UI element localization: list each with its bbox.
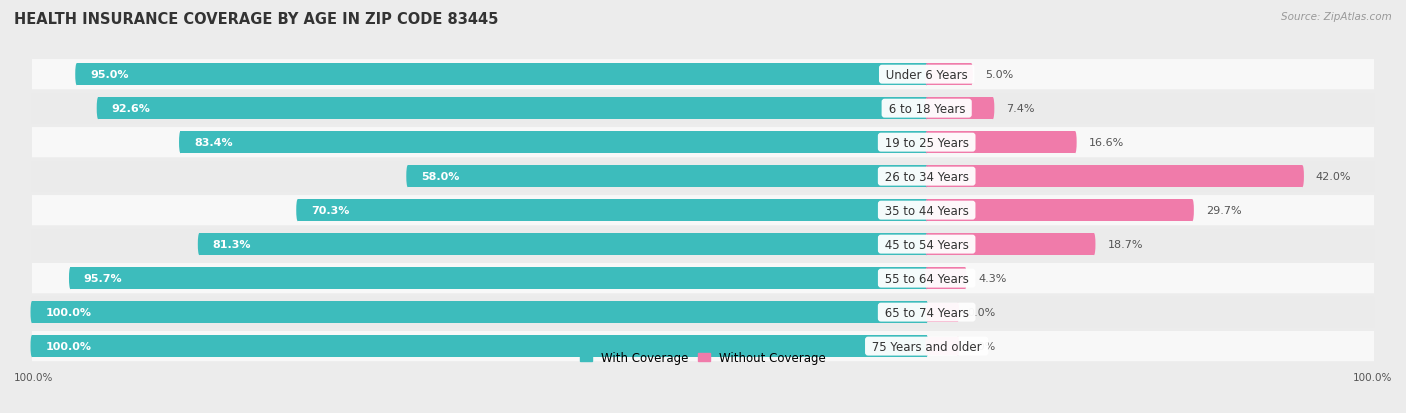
Bar — [298, 199, 927, 222]
Text: 26 to 34 Years: 26 to 34 Years — [880, 170, 973, 183]
Ellipse shape — [925, 303, 928, 322]
FancyBboxPatch shape — [32, 230, 1374, 260]
Ellipse shape — [406, 166, 409, 188]
Bar — [32, 301, 927, 323]
Text: 70.3%: 70.3% — [311, 206, 350, 216]
Text: 100.0%: 100.0% — [14, 372, 53, 382]
Ellipse shape — [31, 335, 34, 357]
Text: 29.7%: 29.7% — [1206, 206, 1241, 216]
Text: 7.4%: 7.4% — [1007, 104, 1035, 114]
Ellipse shape — [925, 132, 928, 154]
FancyBboxPatch shape — [32, 331, 1374, 361]
Ellipse shape — [97, 98, 100, 120]
Ellipse shape — [1092, 233, 1095, 256]
FancyBboxPatch shape — [32, 195, 1374, 226]
Bar — [180, 132, 927, 154]
Bar — [927, 303, 957, 322]
Ellipse shape — [963, 268, 966, 290]
Ellipse shape — [179, 132, 181, 154]
Ellipse shape — [925, 268, 928, 290]
FancyBboxPatch shape — [32, 128, 1374, 158]
Text: 35 to 44 Years: 35 to 44 Years — [882, 204, 973, 217]
Bar — [927, 337, 957, 356]
Text: 18.7%: 18.7% — [1108, 240, 1143, 249]
Text: 42.0%: 42.0% — [1316, 172, 1351, 182]
FancyBboxPatch shape — [32, 263, 1374, 294]
Bar — [408, 166, 927, 188]
Text: 100.0%: 100.0% — [1353, 372, 1392, 382]
Ellipse shape — [956, 337, 959, 356]
Text: 19 to 25 Years: 19 to 25 Years — [880, 136, 973, 149]
Text: 55 to 64 Years: 55 to 64 Years — [882, 272, 973, 285]
Bar — [927, 64, 972, 86]
Ellipse shape — [925, 335, 928, 357]
Ellipse shape — [970, 64, 973, 86]
Ellipse shape — [31, 301, 34, 323]
Ellipse shape — [297, 199, 299, 222]
Ellipse shape — [925, 268, 928, 290]
Text: 65 to 74 Years: 65 to 74 Years — [880, 306, 973, 319]
Ellipse shape — [991, 98, 994, 120]
Text: 58.0%: 58.0% — [422, 172, 460, 182]
Ellipse shape — [925, 199, 928, 222]
Text: 95.0%: 95.0% — [90, 70, 128, 80]
Text: 92.6%: 92.6% — [111, 104, 150, 114]
Text: 0.0%: 0.0% — [967, 307, 995, 317]
Ellipse shape — [198, 233, 201, 256]
Ellipse shape — [925, 166, 928, 188]
Text: 4.3%: 4.3% — [979, 273, 1007, 283]
Ellipse shape — [1301, 166, 1303, 188]
Legend: With Coverage, Without Coverage: With Coverage, Without Coverage — [575, 347, 831, 369]
Ellipse shape — [925, 166, 928, 188]
Text: 45 to 54 Years: 45 to 54 Years — [882, 238, 973, 251]
Text: 5.0%: 5.0% — [984, 70, 1014, 80]
Ellipse shape — [1191, 199, 1194, 222]
Text: HEALTH INSURANCE COVERAGE BY AGE IN ZIP CODE 83445: HEALTH INSURANCE COVERAGE BY AGE IN ZIP … — [14, 12, 499, 27]
FancyBboxPatch shape — [32, 297, 1374, 328]
Text: 81.3%: 81.3% — [212, 240, 252, 249]
FancyBboxPatch shape — [32, 161, 1374, 192]
Ellipse shape — [925, 337, 928, 356]
Text: 0.0%: 0.0% — [967, 341, 995, 351]
FancyBboxPatch shape — [32, 60, 1374, 90]
Ellipse shape — [925, 98, 928, 120]
Ellipse shape — [925, 233, 928, 256]
Bar — [927, 166, 1302, 188]
Text: 100.0%: 100.0% — [45, 341, 91, 351]
Bar — [98, 98, 927, 120]
Bar — [927, 233, 1094, 256]
Bar — [927, 132, 1076, 154]
Bar — [77, 64, 927, 86]
Ellipse shape — [956, 303, 959, 322]
Text: 75 Years and older: 75 Years and older — [868, 340, 986, 353]
Bar — [927, 268, 965, 290]
FancyBboxPatch shape — [32, 94, 1374, 124]
Text: 16.6%: 16.6% — [1088, 138, 1123, 148]
Text: Under 6 Years: Under 6 Years — [882, 69, 972, 81]
Text: 100.0%: 100.0% — [45, 307, 91, 317]
Bar — [200, 233, 927, 256]
Text: 6 to 18 Years: 6 to 18 Years — [884, 102, 969, 115]
Bar — [32, 335, 927, 357]
Ellipse shape — [925, 132, 928, 154]
Bar — [927, 98, 993, 120]
Ellipse shape — [69, 268, 72, 290]
Bar — [927, 199, 1192, 222]
Ellipse shape — [925, 98, 928, 120]
Ellipse shape — [925, 233, 928, 256]
Ellipse shape — [76, 64, 79, 86]
Ellipse shape — [925, 64, 928, 86]
Text: Source: ZipAtlas.com: Source: ZipAtlas.com — [1281, 12, 1392, 22]
Ellipse shape — [925, 199, 928, 222]
Ellipse shape — [1074, 132, 1077, 154]
Ellipse shape — [925, 64, 928, 86]
Bar — [70, 268, 927, 290]
Text: 83.4%: 83.4% — [194, 138, 232, 148]
Text: 95.7%: 95.7% — [84, 273, 122, 283]
Ellipse shape — [925, 301, 928, 323]
